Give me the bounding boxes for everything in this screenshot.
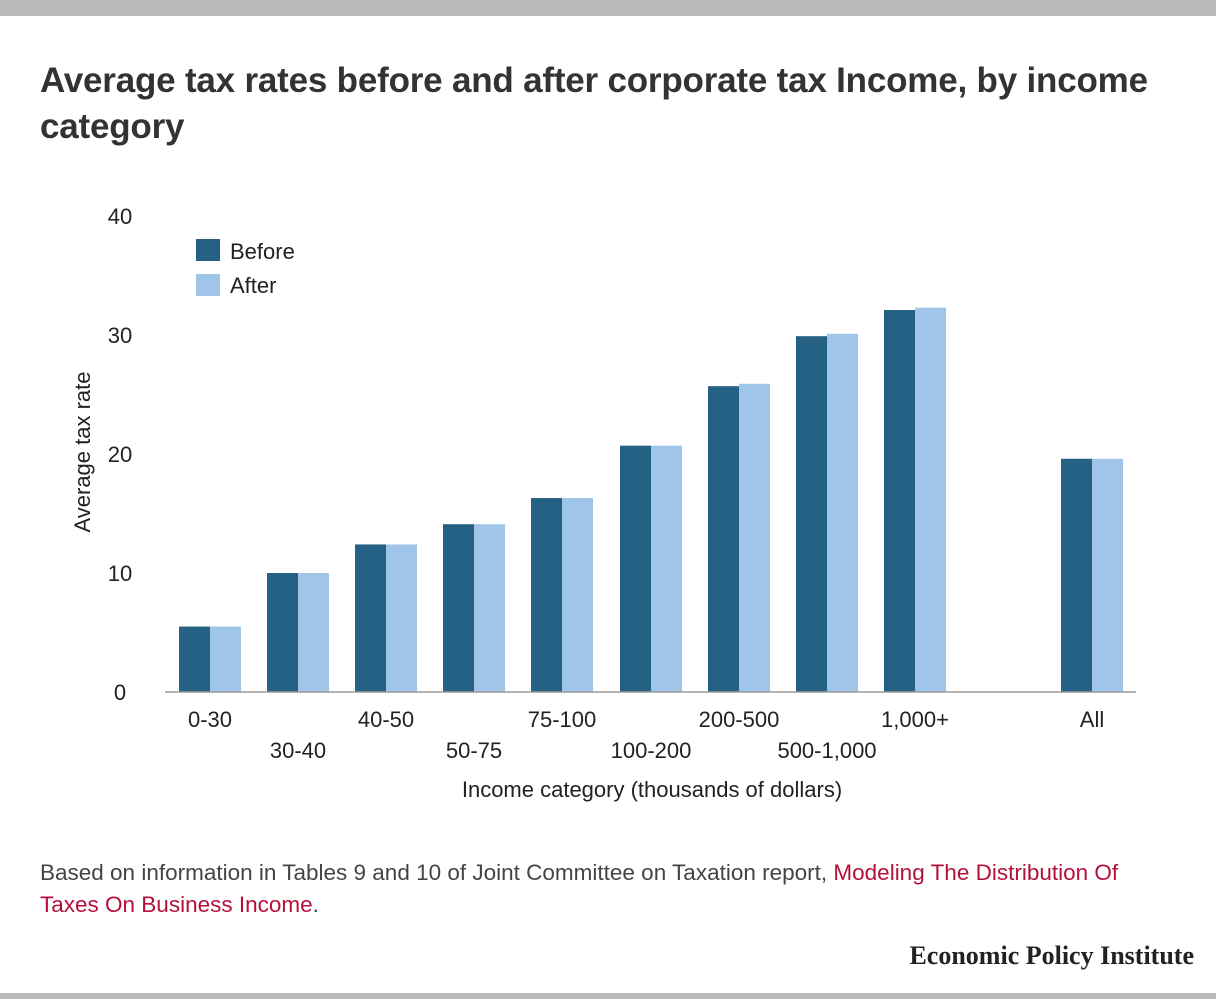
legend-swatch-before [196,239,220,261]
x-tick-label-6: 200-500 [699,707,780,732]
x-tick-label-2: 40-50 [358,707,414,732]
bar-after-3 [474,524,505,692]
x-tick-label-5: 100-200 [611,738,692,763]
legend-label-before: Before [230,239,295,264]
bar-before-3 [443,524,474,692]
bar-before-5 [620,445,651,692]
y-tick-label-0: 0 [114,680,126,705]
bar-before-2 [355,544,386,692]
bar-after-0 [210,626,241,692]
bar-after-8 [915,307,946,692]
y-tick-label-1: 10 [108,561,132,586]
y-tick-label-4: 40 [108,204,132,229]
bar-before-7 [796,336,827,692]
bottom-border [0,993,1216,999]
y-tick-label-2: 20 [108,442,132,467]
y-tick-label-3: 30 [108,323,132,348]
bar-after-5 [651,445,682,692]
bar-after-4 [562,498,593,692]
x-tick-label-1: 30-40 [270,738,326,763]
bar-chart: 0 10 20 30 40 0-30 30-40 40-50 50-75 75-100 100-2… [70,204,1136,802]
y-axis-label: Average tax rate [70,371,95,532]
x-tick-label-9: All [1080,707,1104,732]
y-axis-ticks: 0 10 20 30 40 [108,204,132,705]
bar-before-8 [884,310,915,692]
bar-after-2 [386,544,417,692]
x-tick-label-7: 500-1,000 [777,738,876,763]
bar-before-6 [708,386,739,692]
x-tick-label-4: 75-100 [528,707,597,732]
legend-label-after: After [230,273,276,298]
bar-after-1 [298,573,329,692]
source-report-link[interactable]: Modeling The Distribution Of Taxes On Bu… [40,860,1119,917]
legend-swatch-after [196,274,220,296]
x-axis-ticks: 0-30 30-40 40-50 50-75 75-100 100-200 200-500 5… [188,707,1104,763]
top-border [0,0,1216,16]
x-axis-label: Income category (thousands of dollars) [462,777,842,802]
bar-after-9 [1092,458,1123,692]
bars [179,307,1123,692]
bar-after-7 [827,333,858,692]
bar-before-0 [179,626,210,692]
legend: Before After [196,239,295,298]
bar-after-6 [739,383,770,692]
bar-before-9 [1061,458,1092,692]
x-tick-label-0: 0-30 [188,707,232,732]
bar-before-4 [531,498,562,692]
chart-title: Average tax rates before and after corpo… [40,61,1148,146]
x-tick-label-8: 1,000+ [881,707,949,732]
source-note-end: . [312,892,319,917]
bar-before-1 [267,573,298,692]
source-note: Based on information in Tables 9 and 10 … [40,857,1160,921]
x-tick-label-3: 50-75 [446,738,502,763]
source-note-text: Based on information in Tables 9 and 10 … [40,860,828,885]
brand-logo: Economic Policy Institute [909,941,1194,970]
